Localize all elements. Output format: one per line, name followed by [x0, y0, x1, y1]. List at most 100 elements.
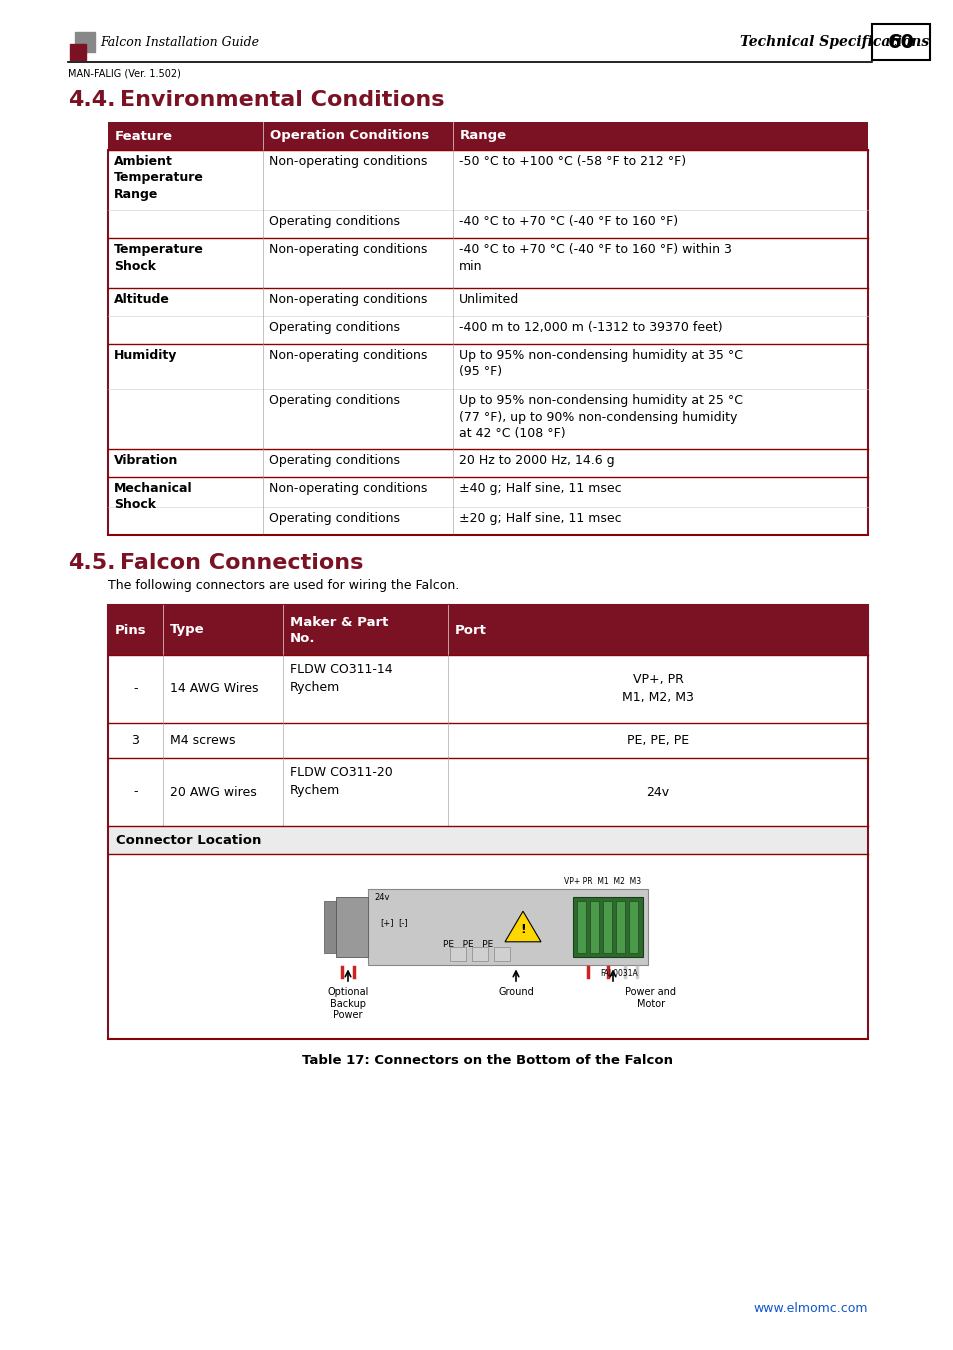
Text: -50 °C to +100 °C (-58 °F to 212 °F): -50 °C to +100 °C (-58 °F to 212 °F): [458, 155, 685, 167]
Text: Operating conditions: Operating conditions: [269, 512, 399, 525]
Text: FLDW CO311-20
Rychem: FLDW CO311-20 Rychem: [290, 765, 393, 796]
Bar: [108, 826, 867, 855]
Bar: [616, 900, 624, 953]
Text: Feature: Feature: [115, 130, 172, 143]
Text: Mechanical
Shock: Mechanical Shock: [113, 482, 193, 512]
Text: Power and
Motor: Power and Motor: [625, 987, 676, 1008]
Text: -: -: [133, 786, 137, 798]
Text: Environmental Conditions: Environmental Conditions: [120, 90, 444, 109]
Bar: [108, 855, 867, 1040]
Bar: [628, 900, 638, 953]
Text: MAN-FALIG (Ver. 1.502): MAN-FALIG (Ver. 1.502): [68, 68, 181, 78]
Bar: [573, 896, 642, 957]
Text: Connector Location: Connector Location: [116, 833, 261, 846]
Bar: [108, 477, 867, 508]
Text: Unlimited: Unlimited: [458, 293, 518, 306]
Bar: [324, 900, 335, 953]
Text: 14 AWG Wires: 14 AWG Wires: [170, 683, 258, 695]
Text: FAL0031A: FAL0031A: [599, 969, 638, 979]
Bar: [589, 900, 598, 953]
Bar: [108, 150, 867, 211]
Text: FLDW CO311-14
Rychem: FLDW CO311-14 Rychem: [290, 663, 393, 694]
Bar: [108, 605, 867, 655]
Text: 60: 60: [886, 32, 914, 51]
Bar: [108, 150, 867, 535]
Bar: [108, 344, 867, 389]
Text: Range: Range: [459, 130, 507, 143]
Text: 20 Hz to 2000 Hz, 14.6 g: 20 Hz to 2000 Hz, 14.6 g: [458, 454, 614, 467]
Bar: [75, 32, 95, 53]
Bar: [108, 757, 867, 826]
Bar: [602, 900, 612, 953]
Bar: [450, 946, 465, 960]
Text: Non-operating conditions: Non-operating conditions: [269, 243, 427, 256]
Text: 4.5.: 4.5.: [68, 554, 115, 572]
Text: 24v: 24v: [646, 786, 669, 798]
Text: PE   PE   PE: PE PE PE: [442, 940, 493, 949]
Text: [+]: [+]: [379, 918, 393, 927]
Text: -40 °C to +70 °C (-40 °F to 160 °F): -40 °C to +70 °C (-40 °F to 160 °F): [458, 215, 678, 228]
Text: Non-operating conditions: Non-operating conditions: [269, 155, 427, 167]
Bar: [108, 389, 867, 450]
Text: !: !: [519, 923, 525, 936]
Bar: [108, 316, 867, 344]
Text: Operating conditions: Operating conditions: [269, 394, 399, 406]
Bar: [108, 450, 867, 477]
Bar: [494, 946, 510, 960]
Bar: [108, 288, 867, 316]
Text: Table 17: Connectors on the Bottom of the Falcon: Table 17: Connectors on the Bottom of th…: [302, 1054, 673, 1067]
Text: 20 AWG wires: 20 AWG wires: [170, 786, 256, 798]
Text: Humidity: Humidity: [113, 350, 177, 362]
Text: Falcon Installation Guide: Falcon Installation Guide: [100, 35, 258, 49]
Text: Port: Port: [455, 624, 486, 636]
Bar: [577, 900, 585, 953]
Text: Maker & Part
No.: Maker & Part No.: [290, 616, 388, 644]
Bar: [368, 888, 647, 964]
Bar: [871, 24, 929, 59]
Text: Up to 95% non-condensing humidity at 35 °C
(95 °F): Up to 95% non-condensing humidity at 35 …: [458, 350, 742, 378]
Text: PE, PE, PE: PE, PE, PE: [626, 734, 688, 747]
Text: Temperature
Shock: Temperature Shock: [113, 243, 204, 273]
Text: The following connectors are used for wiring the Falcon.: The following connectors are used for wi…: [108, 579, 458, 593]
Text: 3: 3: [132, 734, 139, 747]
Bar: [108, 122, 867, 150]
Bar: [108, 724, 867, 757]
Text: Ground: Ground: [497, 987, 534, 998]
Bar: [108, 605, 867, 1040]
Text: Pins: Pins: [115, 624, 147, 636]
Bar: [70, 45, 86, 59]
Text: Type: Type: [170, 624, 204, 636]
Text: 4.4.: 4.4.: [68, 90, 115, 109]
Bar: [108, 655, 867, 724]
Text: Operating conditions: Operating conditions: [269, 215, 399, 228]
Text: -40 °C to +70 °C (-40 °F to 160 °F) within 3
min: -40 °C to +70 °C (-40 °F to 160 °F) with…: [458, 243, 731, 273]
Text: M4 screws: M4 screws: [170, 734, 235, 747]
Text: 24v: 24v: [374, 892, 389, 902]
Text: www.elmomc.com: www.elmomc.com: [753, 1301, 867, 1315]
Text: ±20 g; Half sine, 11 msec: ±20 g; Half sine, 11 msec: [458, 512, 621, 525]
Text: -400 m to 12,000 m (-1312 to 39370 feet): -400 m to 12,000 m (-1312 to 39370 feet): [458, 321, 721, 333]
Text: Non-operating conditions: Non-operating conditions: [269, 293, 427, 306]
Bar: [108, 211, 867, 238]
Text: -: -: [133, 683, 137, 695]
Text: VP+, PR
M1, M2, M3: VP+, PR M1, M2, M3: [621, 674, 693, 705]
Text: Operation Conditions: Operation Conditions: [270, 130, 429, 143]
Text: Optional
Backup
Power: Optional Backup Power: [327, 987, 368, 1021]
Text: VP+ PR  M1  M2  M3: VP+ PR M1 M2 M3: [564, 878, 640, 887]
Text: Ambient
Temperature
Range: Ambient Temperature Range: [113, 155, 204, 201]
Text: Non-operating conditions: Non-operating conditions: [269, 350, 427, 362]
Text: Technical Specifications: Technical Specifications: [740, 35, 928, 49]
Text: Up to 95% non-condensing humidity at 25 °C
(77 °F), up to 90% non-condensing hum: Up to 95% non-condensing humidity at 25 …: [458, 394, 742, 440]
Bar: [108, 508, 867, 535]
Text: Falcon Connections: Falcon Connections: [120, 554, 363, 572]
Text: [-]: [-]: [397, 918, 407, 927]
Text: Vibration: Vibration: [113, 454, 178, 467]
Bar: [335, 896, 368, 957]
Text: Non-operating conditions: Non-operating conditions: [269, 482, 427, 495]
Bar: [472, 946, 488, 960]
Polygon shape: [504, 911, 540, 942]
Bar: [108, 238, 867, 288]
Text: Altitude: Altitude: [113, 293, 170, 306]
Text: ±40 g; Half sine, 11 msec: ±40 g; Half sine, 11 msec: [458, 482, 621, 495]
Text: Operating conditions: Operating conditions: [269, 321, 399, 333]
